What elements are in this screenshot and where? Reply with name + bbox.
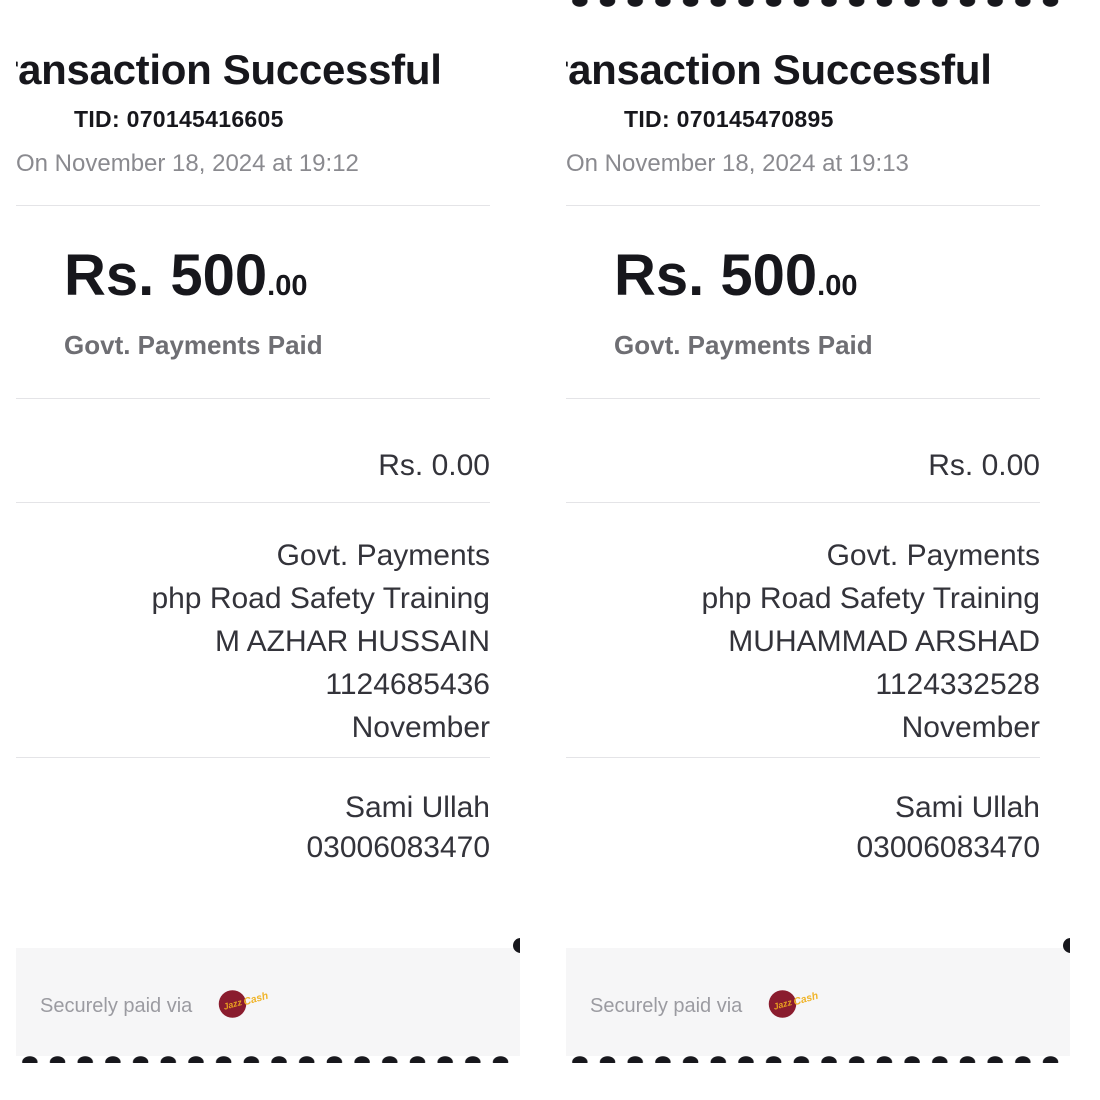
svg-text:Cash: Cash [792,991,819,1009]
svg-text:Cash: Cash [242,991,269,1009]
